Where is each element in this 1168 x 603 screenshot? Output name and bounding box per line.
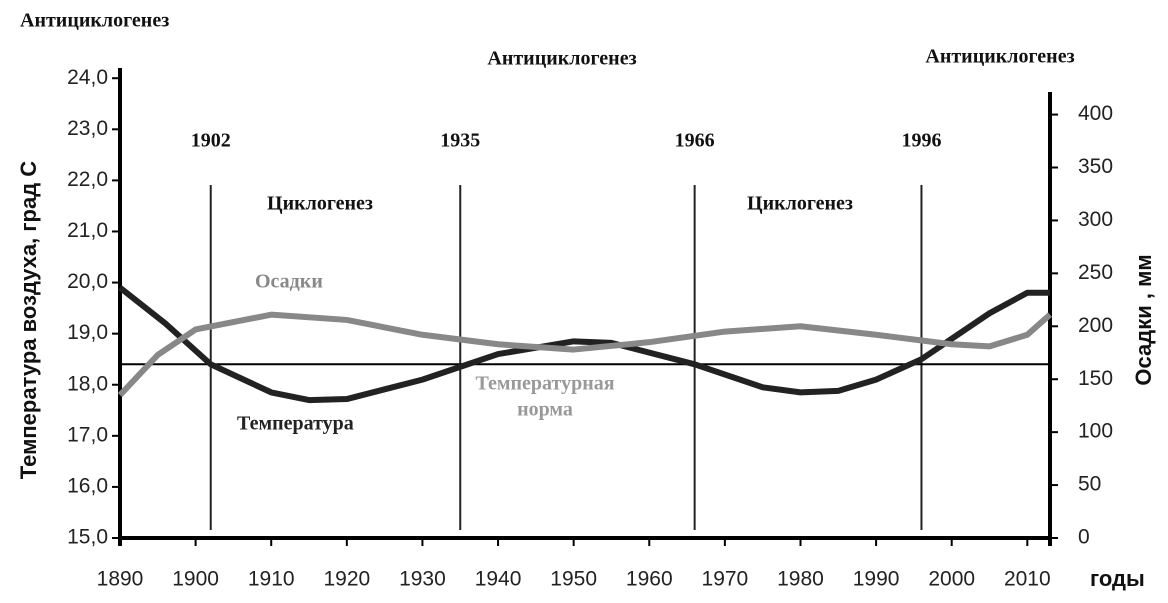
phase-label: Антициклогенез [487, 48, 636, 70]
x-tick-label: 1920 [323, 568, 370, 591]
series-line [117, 311, 1052, 398]
norm-label: Температурная [475, 373, 614, 395]
x-tick-label: 1980 [777, 568, 824, 591]
y-tick-label: 23,0 [67, 117, 108, 140]
y-axis-label: Температура воздуха, град С [16, 161, 41, 479]
y2-tick-label: 0 [1078, 526, 1090, 549]
boundary-label: 1966 [675, 130, 715, 152]
y2-tick-label: 200 [1078, 314, 1113, 337]
x-tick-label: 2000 [928, 568, 975, 591]
phase-label: Циклогенез [267, 193, 373, 215]
y-tick-label: 22,0 [67, 168, 108, 191]
y2-tick-label: 100 [1078, 420, 1113, 443]
x-tick-label: 1900 [172, 568, 219, 591]
x-tick-label: 1930 [399, 568, 446, 591]
boundary-label: 1935 [440, 130, 480, 152]
y2-tick-label: 250 [1078, 261, 1113, 284]
y-tick-label: 24,0 [67, 66, 108, 89]
x-axis-label: годы [1090, 566, 1145, 591]
x-tick-label: 2010 [1004, 568, 1051, 591]
x-tick-label: 1890 [97, 568, 144, 591]
series-label: Осадки [255, 271, 323, 293]
y-tick-label: 21,0 [67, 219, 108, 242]
y-tick-label: 15,0 [67, 526, 108, 549]
y2-tick-label: 300 [1078, 208, 1113, 231]
x-tick-label: 1970 [702, 568, 749, 591]
phase-label: Антициклогенез [20, 10, 169, 32]
y2-axis-label: Осадки , мм [1131, 254, 1156, 385]
x-tick-label: 1990 [853, 568, 900, 591]
boundary-label: 1902 [191, 130, 231, 152]
y2-tick-label: 150 [1078, 367, 1113, 390]
x-tick-label: 1950 [550, 568, 597, 591]
series-label: Температура [237, 413, 354, 435]
x-tick-label: 1940 [475, 568, 522, 591]
y2-tick-label: 400 [1078, 102, 1113, 125]
y2-tick-label: 50 [1078, 473, 1101, 496]
phase-label: Антициклогенез [925, 46, 1074, 68]
phase-label: Циклогенез [747, 193, 853, 215]
x-tick-label: 1910 [248, 568, 295, 591]
y2-tick-label: 350 [1078, 155, 1113, 178]
norm-label: норма [517, 399, 573, 421]
y-tick-label: 16,0 [67, 474, 108, 497]
y-tick-label: 17,0 [67, 423, 108, 446]
x-tick-label: 1960 [626, 568, 673, 591]
y-tick-label: 20,0 [67, 270, 108, 293]
boundary-label: 1996 [901, 130, 941, 152]
y-tick-label: 19,0 [67, 321, 108, 344]
y-tick-label: 18,0 [67, 372, 108, 395]
